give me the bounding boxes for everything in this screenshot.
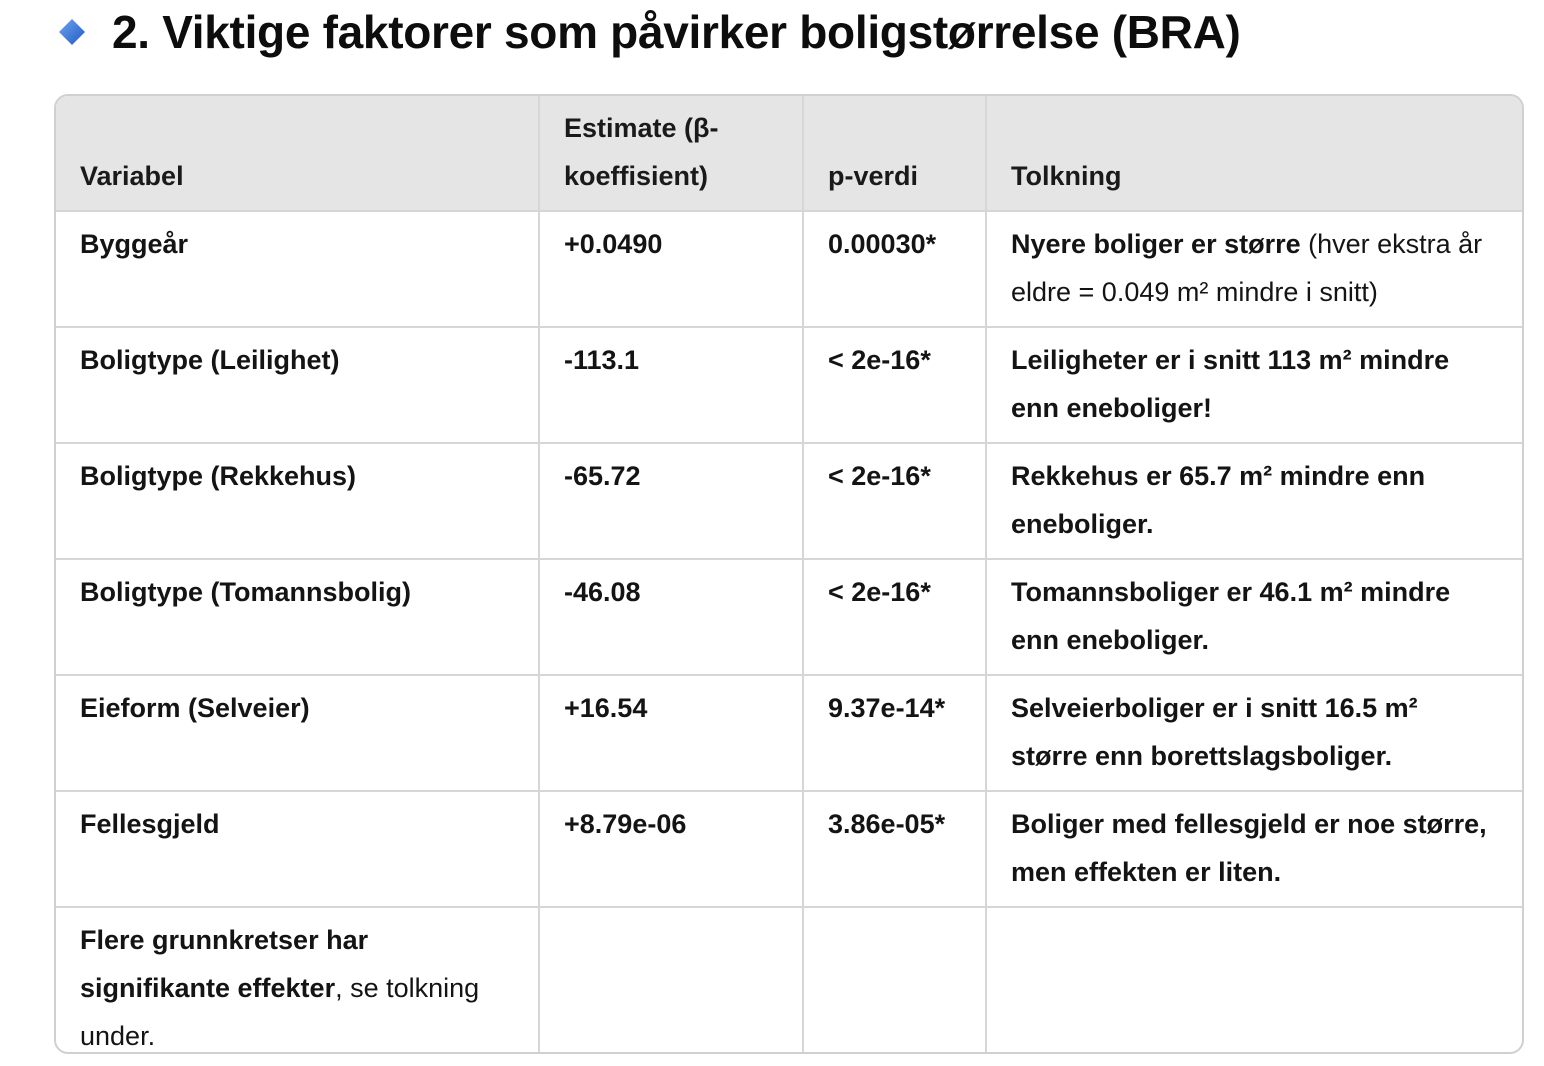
cell-p-value: 9.37e-14* xyxy=(803,675,987,792)
interpretation-normal: (hver ekstra år eldre = 0.049 m² mindre … xyxy=(1011,229,1483,307)
column-header-variable: Variabel xyxy=(56,96,540,212)
table-row: Boligtype (Rekkehus) -65.72 < 2e-16* Rek… xyxy=(56,443,1522,560)
cell-variable: Flere grunnkretser har signifikante effe… xyxy=(56,907,540,1052)
table-row: Eieform (Selveier) +16.54 9.37e-14* Selv… xyxy=(56,675,1522,792)
cell-estimate: -46.08 xyxy=(539,559,804,676)
cell-interpretation: Boliger med fellesgjeld er noe større, m… xyxy=(986,791,1522,908)
cell-estimate: +16.54 xyxy=(539,675,804,792)
blue-diamond-icon xyxy=(59,19,85,45)
column-header-estimate: Estimate (β-koeffisient) xyxy=(539,96,804,212)
cell-p-value: < 2e-16* xyxy=(803,327,987,444)
regression-table: Variabel Estimate (β-koeffisient) p-verd… xyxy=(54,94,1524,1054)
cell-p-value: 0.00030* xyxy=(803,211,987,328)
variable-bold: Flere grunnkretser har signifikante effe… xyxy=(80,925,369,1003)
interpretation-bold: Nyere boliger er større xyxy=(1011,229,1301,259)
page-title: 2. Viktige faktorer som påvirker boligst… xyxy=(112,6,1241,58)
cell-estimate: -113.1 xyxy=(539,327,804,444)
cell-variable: Eieform (Selveier) xyxy=(56,675,540,792)
table-row: Boligtype (Leilighet) -113.1 < 2e-16* Le… xyxy=(56,327,1522,444)
column-header-p-value: p-verdi xyxy=(803,96,987,212)
table-row: Flere grunnkretser har signifikante effe… xyxy=(56,907,1522,1052)
table-header-row: Variabel Estimate (β-koeffisient) p-verd… xyxy=(56,96,1522,212)
cell-p-value: < 2e-16* xyxy=(803,443,987,560)
cell-estimate: +8.79e-06 xyxy=(539,791,804,908)
cell-interpretation: Tomannsboliger er 46.1 m² mindre enn ene… xyxy=(986,559,1522,676)
cell-interpretation xyxy=(986,907,1522,1052)
cell-variable: Boligtype (Leilighet) xyxy=(56,327,540,444)
cell-interpretation: Leiligheter er i snitt 113 m² mindre enn… xyxy=(986,327,1522,444)
table-row: Boligtype (Tomannsbolig) -46.08 < 2e-16*… xyxy=(56,559,1522,676)
cell-interpretation: Selveierboliger er i snitt 16.5 m² størr… xyxy=(986,675,1522,792)
section-heading: 2. Viktige faktorer som påvirker boligst… xyxy=(58,4,1241,60)
cell-p-value: < 2e-16* xyxy=(803,559,987,676)
cell-variable: Fellesgjeld xyxy=(56,791,540,908)
table-row: Byggeår +0.0490 0.00030* Nyere boliger e… xyxy=(56,211,1522,328)
cell-variable: Boligtype (Tomannsbolig) xyxy=(56,559,540,676)
cell-interpretation: Nyere boliger er større (hver ekstra år … xyxy=(986,211,1522,328)
cell-estimate xyxy=(539,907,804,1052)
cell-estimate: +0.0490 xyxy=(539,211,804,328)
cell-interpretation: Rekkehus er 65.7 m² mindre enn enebolige… xyxy=(986,443,1522,560)
cell-p-value xyxy=(803,907,987,1052)
column-header-interpretation: Tolkning xyxy=(986,96,1522,212)
cell-estimate: -65.72 xyxy=(539,443,804,560)
variable-normal: , se tolkning under. xyxy=(80,973,480,1051)
table-row: Fellesgjeld +8.79e-06 3.86e-05* Boliger … xyxy=(56,791,1522,908)
cell-p-value: 3.86e-05* xyxy=(803,791,987,908)
cell-variable: Boligtype (Rekkehus) xyxy=(56,443,540,560)
cell-variable: Byggeår xyxy=(56,211,540,328)
